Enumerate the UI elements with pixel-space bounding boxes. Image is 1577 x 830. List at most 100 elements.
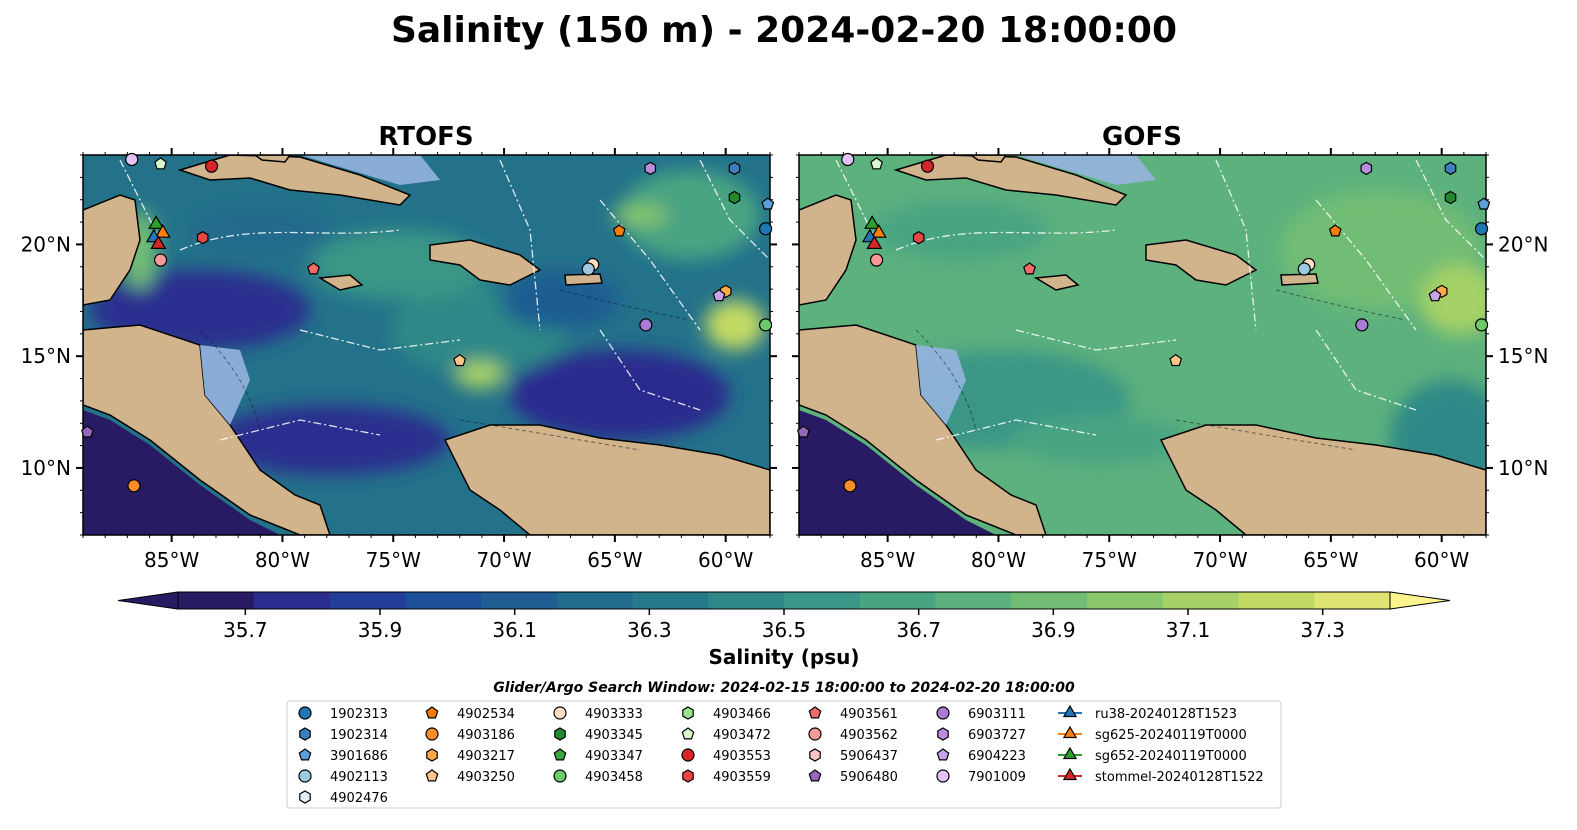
legend-label: 4903186 (457, 728, 515, 743)
glider-marker (864, 215, 881, 229)
colorbar-segment (935, 592, 1012, 609)
colorbar-segment (405, 592, 482, 609)
colorbar-segment (253, 592, 331, 609)
legend-label: 4902113 (330, 770, 388, 785)
land-south-america-gofs (1159, 424, 1486, 535)
argo-float-marker (758, 222, 773, 236)
panel-title-gofs: GOFS (1102, 122, 1182, 152)
legend-label: 4903250 (457, 770, 515, 785)
legend-label: 4903345 (585, 728, 643, 743)
colorbar-segment (1087, 592, 1164, 609)
legend-label: 5906480 (840, 770, 898, 785)
legend-marker (809, 748, 821, 762)
argo-float-marker (153, 253, 168, 267)
legend-marker (936, 769, 950, 783)
argo-float-marker (869, 253, 884, 267)
colorbar-tick-label: 36.3 (627, 618, 672, 642)
land-jamaica-gofs (1033, 274, 1080, 291)
colorbar-segment (1238, 592, 1315, 609)
legend-marker (298, 748, 312, 761)
float-markers-rtofs (80, 152, 775, 493)
legend-marker (425, 769, 439, 782)
pacific-deep-rtofs (83, 410, 280, 535)
salinity-blobs-rtofs (90, 170, 765, 475)
legend-label: ru38-20240128T1523 (1095, 707, 1237, 722)
argo-float-marker (639, 318, 653, 332)
legend-label: 3901686 (330, 749, 388, 764)
lat-tick-label-right: 20°N (1498, 232, 1548, 256)
eez-boundaries-gofs (835, 159, 1486, 441)
isobath-contours-gofs (915, 289, 1407, 451)
land-florida-rtofs (253, 155, 291, 163)
lat-tick-label: 20°N (21, 232, 71, 256)
colorbar-tick-label: 35.7 (223, 618, 268, 642)
colorbar-segment (329, 592, 406, 609)
legend-label: 4903562 (840, 728, 898, 743)
colorbar-segment (859, 592, 937, 609)
lon-tick-label: 65°W (1303, 548, 1358, 572)
legend-label: 6903727 (968, 728, 1026, 743)
lon-tick-label: 70°W (476, 548, 531, 572)
land-yucatan-gofs (799, 194, 857, 306)
glider-marker (150, 235, 167, 249)
legend-label: 4903347 (585, 749, 643, 764)
legend-marker (1062, 704, 1078, 718)
land-puerto-rico-gofs (1280, 273, 1319, 286)
argo-float-marker (1477, 197, 1491, 210)
glider-marker (870, 223, 887, 238)
legend-marker (808, 769, 822, 782)
argo-float-marker (154, 157, 168, 170)
legend-marker (425, 727, 439, 741)
isobath-contours-rtofs (199, 289, 691, 451)
argo-float-marker (1444, 161, 1457, 176)
shelf-bahamas-rtofs (300, 155, 440, 185)
figure-title: Salinity (150 m) - 2024-02-20 18:00:00 (391, 10, 1177, 51)
lon-tick-label: 80°W (255, 548, 310, 572)
argo-float-marker (612, 224, 626, 237)
argo-float-marker (1428, 289, 1442, 302)
land-hispaniola-gofs (1145, 239, 1258, 286)
argo-float-marker (712, 289, 726, 302)
legend-label: 4903458 (585, 770, 643, 785)
argo-float-marker (920, 159, 935, 173)
colorbar-segment (481, 592, 558, 609)
argo-float-marker (453, 353, 467, 367)
colorbar-tick-label: 36.7 (896, 618, 941, 642)
argo-float-marker (1328, 224, 1342, 237)
argo-float-marker (758, 318, 773, 332)
legend-marker (936, 748, 950, 761)
argo-float-marker (1297, 262, 1311, 276)
legend-label: 6904223 (968, 749, 1026, 764)
legend-label: 1902314 (330, 728, 388, 743)
argo-float-marker (728, 161, 741, 176)
legend-box (286, 700, 1282, 809)
argo-float-marker (204, 159, 219, 173)
legend-marker (299, 727, 311, 741)
pacific-deep-gofs (799, 410, 996, 535)
argo-float-marker (1360, 161, 1373, 176)
legend-marker (936, 706, 950, 720)
panel-title-rtofs: RTOFS (378, 122, 473, 152)
argo-float-marker (1474, 318, 1489, 332)
map-panel-rtofs: RTOFS (21, 122, 777, 572)
legend-marker (298, 769, 312, 783)
legend-label: 1902313 (330, 707, 388, 722)
legend-marker (298, 706, 312, 720)
map-frame-gofs (798, 154, 1487, 536)
legend-marker (682, 706, 694, 720)
legend-label: 6903111 (968, 707, 1026, 722)
legend-marker (1062, 767, 1078, 781)
legend-marker (1062, 746, 1078, 760)
land-yucatan-rtofs (83, 194, 141, 306)
argo-float-marker (841, 152, 855, 167)
legend-marker (554, 727, 566, 741)
legend-label: sg652-20240119T0000 (1095, 749, 1247, 764)
map-ticks-gofs: 85°W 80°W 75°W 70°W 65°W 60°W 20°N 15°N 10°N (792, 148, 1548, 572)
legend-label: 4903466 (713, 707, 771, 722)
lon-tick-label: 60°W (698, 548, 753, 572)
lat-tick-label: 10°N (21, 456, 71, 480)
argo-float-marker (80, 425, 94, 438)
colorbar-extend-low (117, 591, 179, 610)
legend-label: 4903217 (457, 749, 515, 764)
